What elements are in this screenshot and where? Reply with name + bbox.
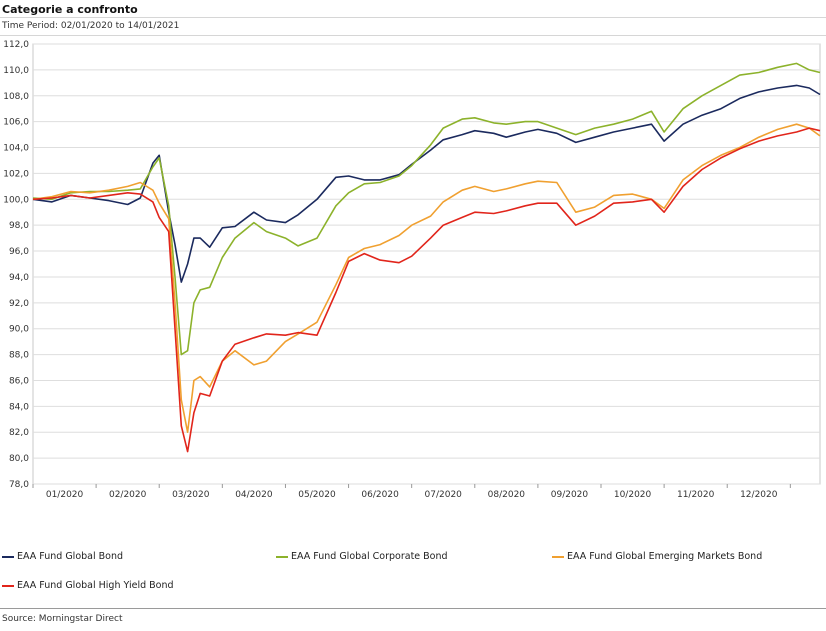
legend-item: EAA Fund Global Bond [2, 551, 123, 562]
legend-label: EAA Fund Global High Yield Bond [17, 580, 174, 591]
y-tick-label: 110,0 [3, 66, 29, 76]
x-tick-label: 08/2020 [488, 490, 526, 500]
series-line-2 [32, 62, 821, 356]
y-tick-label: 78,0 [9, 480, 29, 490]
y-tick-label: 98,0 [9, 221, 29, 231]
x-tick-label: 02/2020 [109, 490, 147, 500]
y-tick-label: 94,0 [9, 273, 29, 283]
title-divider [0, 17, 826, 18]
x-tick-label: 03/2020 [172, 490, 210, 500]
series-line-4 [32, 127, 821, 453]
source-note: Source: Morningstar Direct [2, 614, 123, 624]
x-tick-label: 12/2020 [740, 490, 778, 500]
line-chart: 78,0 80,0 82,0 84,0 86,0 88,0 90,0 92,0 94,0 96,0… [3, 40, 821, 500]
legend-label: EAA Fund Global Corporate Bond [291, 551, 448, 562]
footer-divider [0, 608, 826, 609]
legend-item: EAA Fund Global Corporate Bond [276, 551, 448, 562]
y-tick-label: 92,0 [9, 299, 29, 309]
legend-swatch [2, 584, 14, 587]
y-tick-label: 112,0 [3, 40, 29, 50]
y-tick-label: 88,0 [9, 351, 29, 361]
subtitle-divider [0, 35, 826, 36]
y-tick-label: 96,0 [9, 247, 29, 257]
y-tick-label: 80,0 [9, 454, 29, 464]
y-tick-label: 108,0 [3, 92, 29, 102]
chart-title: Categorie a confronto [2, 3, 138, 16]
time-period: Time Period: 02/01/2020 to 14/01/2021 [2, 21, 180, 31]
x-tick-label: 09/2020 [551, 490, 589, 500]
legend-item: EAA Fund Global High Yield Bond [2, 580, 174, 591]
legend-item: EAA Fund Global Emerging Markets Bond [552, 551, 762, 562]
x-tick-label: 07/2020 [425, 490, 463, 500]
y-tick-label: 90,0 [9, 325, 29, 335]
x-tick-label: 10/2020 [614, 490, 652, 500]
legend-swatch [2, 555, 14, 558]
series-line-3 [32, 123, 821, 434]
x-tick-label: 04/2020 [235, 490, 273, 500]
y-tick-label: 82,0 [9, 428, 29, 438]
y-tick-label: 86,0 [9, 376, 29, 386]
y-tick-label: 100,0 [3, 195, 29, 205]
x-tick-label: 11/2020 [677, 490, 715, 500]
x-tick-label: 01/2020 [46, 490, 84, 500]
y-tick-label: 106,0 [3, 118, 29, 128]
y-tick-label: 104,0 [3, 144, 29, 154]
legend-label: EAA Fund Global Bond [17, 551, 124, 562]
plot-area [32, 43, 821, 485]
x-tick-label: 05/2020 [298, 490, 336, 500]
y-tick-label: 84,0 [9, 402, 29, 412]
legend-swatch [276, 555, 288, 558]
y-tick-label: 102,0 [3, 169, 29, 179]
x-tick-label: 06/2020 [361, 490, 399, 500]
legend-swatch [552, 555, 564, 558]
legend-label: EAA Fund Global Emerging Markets Bond [567, 551, 763, 562]
